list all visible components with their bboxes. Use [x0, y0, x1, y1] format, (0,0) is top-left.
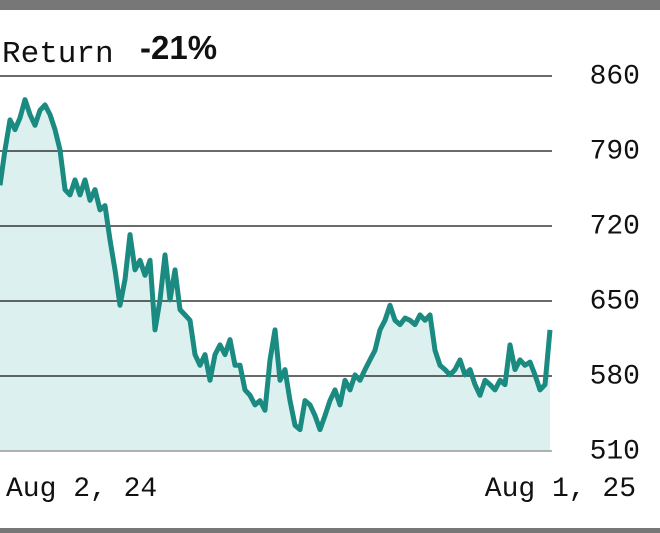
y-tick-label: 790: [590, 136, 640, 167]
chart-title: Return: [2, 37, 114, 72]
y-tick-label: 720: [590, 211, 640, 242]
area: [0, 99, 550, 451]
top-border: [0, 0, 660, 10]
y-tick-label: 650: [590, 286, 640, 317]
x-tick-label: Aug 2, 24: [6, 474, 157, 505]
line: [0, 97, 553, 433]
bottom-border: [0, 528, 660, 533]
return-value: -21%: [140, 29, 217, 66]
x-tick-label: Aug 1, 25: [485, 474, 636, 505]
y-tick-label: 510: [590, 436, 640, 467]
y-tick-label: 580: [590, 361, 640, 392]
y-tick-label: 860: [590, 61, 640, 92]
plot: [0, 75, 553, 452]
